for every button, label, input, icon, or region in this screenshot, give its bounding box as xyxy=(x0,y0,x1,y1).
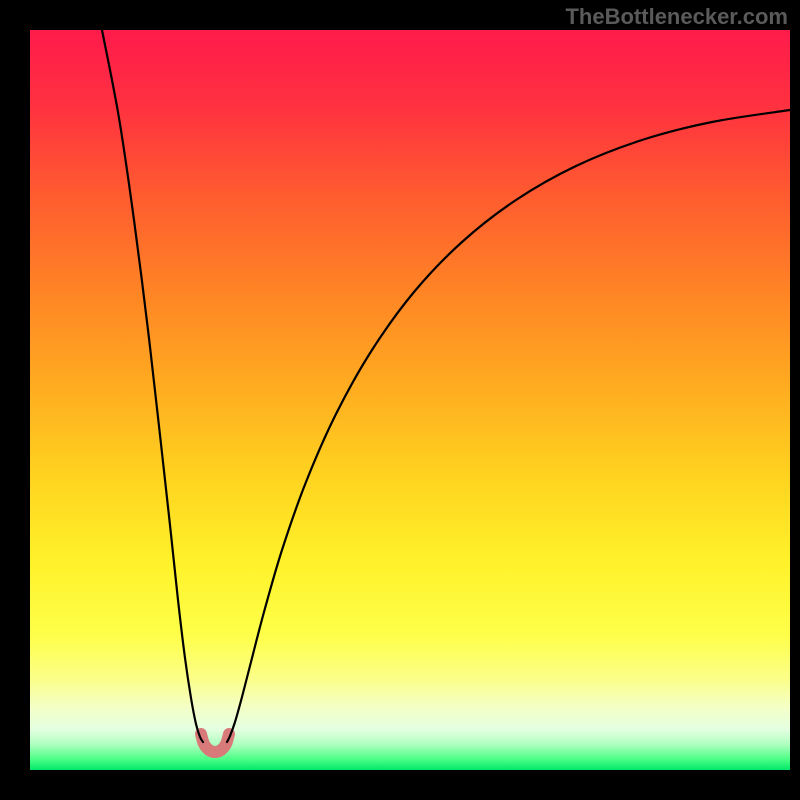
watermark-text: TheBottlenecker.com xyxy=(565,4,788,30)
bottleneck-chart xyxy=(30,30,790,770)
gradient-background xyxy=(30,30,790,770)
